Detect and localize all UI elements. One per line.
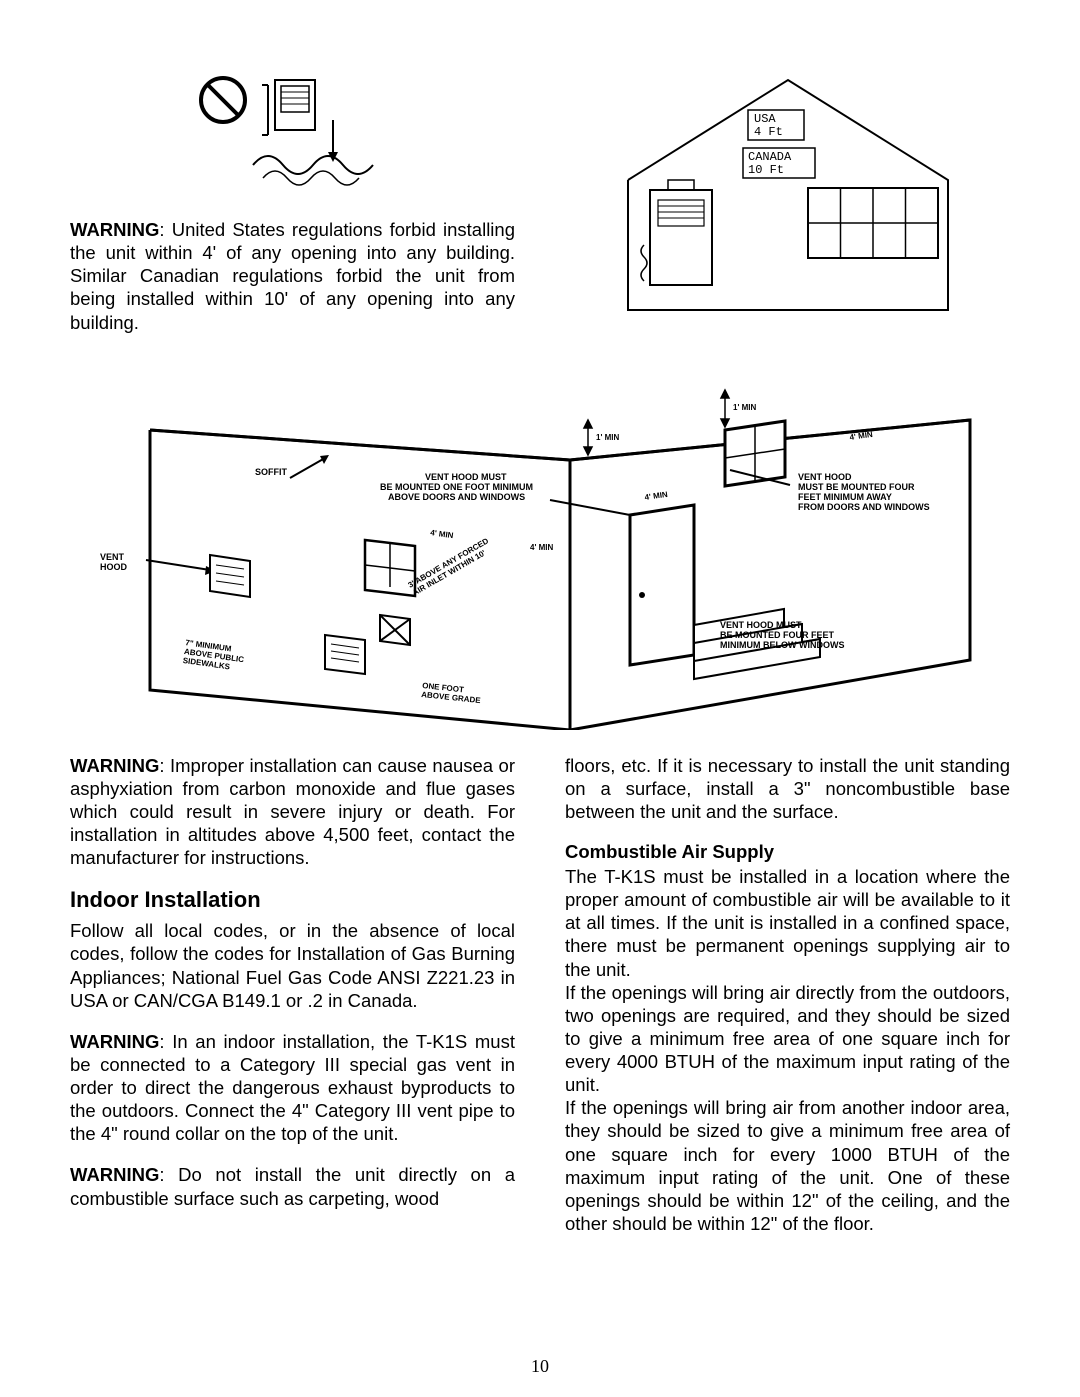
right-column: floors, etc. If it is necessary to insta… <box>565 754 1010 1235</box>
top-left-block: WARNING: United States regulations forbi… <box>70 70 515 352</box>
page: WARNING: United States regulations forbi… <box>0 0 1080 1397</box>
label-1min-a: 1' MIN <box>596 433 619 442</box>
left-warn3: WARNING: Do not install the unit directl… <box>70 1163 515 1209</box>
heading-indoor-installation: Indoor Installation <box>70 887 515 913</box>
svg-text:VENT HOOD MUSTBE MOUNTED ONE F: VENT HOOD MUSTBE MOUNTED ONE FOOT MINIMU… <box>380 472 533 502</box>
right-p1: The T-K1S must be installed in a locatio… <box>565 865 1010 981</box>
left-warn2: WARNING: In an indoor installation, the … <box>70 1030 515 1146</box>
svg-text:VENT HOODMUST BE MOUNTED FOURF: VENT HOODMUST BE MOUNTED FOURFEET MINIMU… <box>798 472 930 512</box>
clearance-diagram: SOFFIT VENTHOOD 7" MINIMUMABOVE PUBLICSI… <box>90 370 990 730</box>
mid-figure: SOFFIT VENTHOOD 7" MINIMUMABOVE PUBLICSI… <box>70 370 1010 730</box>
label-4min-d: 4' MIN <box>849 429 873 441</box>
left-warn1: WARNING: Improper installation can cause… <box>70 754 515 870</box>
top-row: WARNING: United States regulations forbi… <box>70 70 1010 352</box>
left-column: WARNING: Improper installation can cause… <box>70 754 515 1235</box>
svg-text:7" MINIMUMABOVE PUBLICSIDEWALK: 7" MINIMUMABOVE PUBLICSIDEWALKS <box>182 638 246 673</box>
canada-line1: CANADA <box>748 150 792 164</box>
usa-line1: USA <box>754 112 776 126</box>
house-svg: USA 4 Ft CANADA 10 Ft <box>608 70 968 320</box>
svg-text:VENTHOOD: VENTHOOD <box>100 552 128 572</box>
warning-label: WARNING <box>70 1164 159 1185</box>
svg-text:VENT HOOD MUSTBE MOUNTED FOUR: VENT HOOD MUSTBE MOUNTED FOUR FEETMINIMU… <box>720 620 844 650</box>
label-4min-b: 4' MIN <box>644 489 668 501</box>
label-4min-c: 4' MIN <box>530 543 553 552</box>
usa-line2: 4 Ft <box>754 125 783 139</box>
label-soffit: SOFFIT <box>255 467 287 477</box>
forbid-svg <box>183 70 403 200</box>
right-p2: If the openings will bring air directly … <box>565 981 1010 1097</box>
label-venthood-1: VENT <box>100 552 125 562</box>
page-number: 10 <box>0 1356 1080 1377</box>
svg-text:ONE FOOTABOVE GRADE: ONE FOOTABOVE GRADE <box>421 681 483 705</box>
svg-text:3' ABOVE ANY FORCEDAIR INLET W: 3' ABOVE ANY FORCEDAIR INLET WITHIN 10' <box>407 536 495 597</box>
left-p1: Follow all local codes, or in the absenc… <box>70 919 515 1012</box>
body-columns: WARNING: Improper installation can cause… <box>70 754 1010 1235</box>
warning-label: WARNING <box>70 219 159 240</box>
label-4min-a: 4' MIN <box>430 528 454 540</box>
forbid-figure <box>183 70 403 200</box>
right-p3: If the openings will bring air from anot… <box>565 1096 1010 1235</box>
canada-line2: 10 Ft <box>748 163 784 177</box>
label-venthood-2: HOOD <box>100 562 128 572</box>
heading-combustible-air: Combustible Air Supply <box>565 841 1010 863</box>
right-p-cont: floors, etc. If it is necessary to insta… <box>565 754 1010 823</box>
warning-label: WARNING <box>70 755 159 776</box>
top-warning-para: WARNING: United States regulations forbi… <box>70 218 515 334</box>
label-1min-b: 1' MIN <box>733 403 756 412</box>
top-right-block: USA 4 Ft CANADA 10 Ft <box>565 70 1010 352</box>
warning-label: WARNING <box>70 1031 159 1052</box>
